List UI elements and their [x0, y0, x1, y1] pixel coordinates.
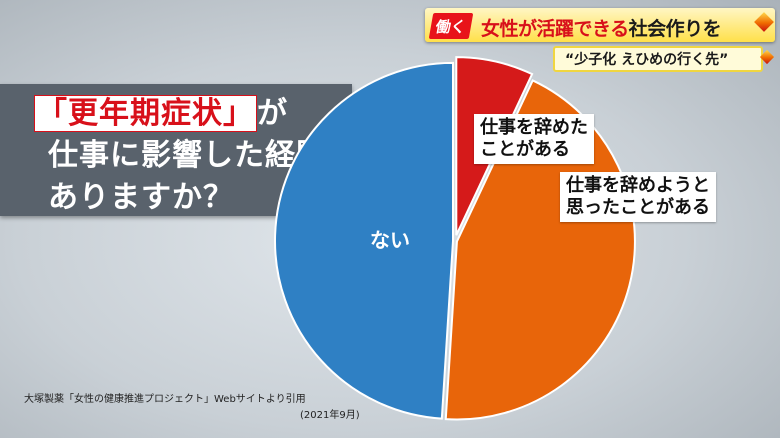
question-line1-rest: が	[257, 96, 288, 131]
source-note: 大塚製薬「女性の健康推進プロジェクト」Webサイトより引用	[24, 394, 306, 405]
slice-label-considered: 仕事を辞めようと 思ったことがある	[560, 172, 716, 222]
slice-label-no: ない	[370, 228, 410, 252]
source-date: (2021年9月)	[300, 410, 360, 421]
subtitle-banner: “少子化 えひめの行く先”	[553, 46, 763, 72]
slice-label-quit: 仕事を辞めた ことがある	[474, 114, 594, 164]
question-highlight: 「更年期症状」	[34, 95, 257, 132]
headline-black: 社会作りを	[628, 18, 722, 40]
question-line-1: 「更年期症状」が	[34, 88, 288, 132]
headline: 女性が活躍できる社会作りを	[481, 14, 722, 41]
question-panel: 「更年期症状」が 仕事に影響した経験は ありますか？	[0, 84, 357, 216]
pie-slice-no	[274, 61, 455, 420]
question-line-3: ありますか？	[48, 180, 234, 215]
title-banner: 働く 女性が活躍できる社会作りを	[425, 8, 775, 42]
headline-red: 女性が活躍できる	[481, 18, 629, 40]
